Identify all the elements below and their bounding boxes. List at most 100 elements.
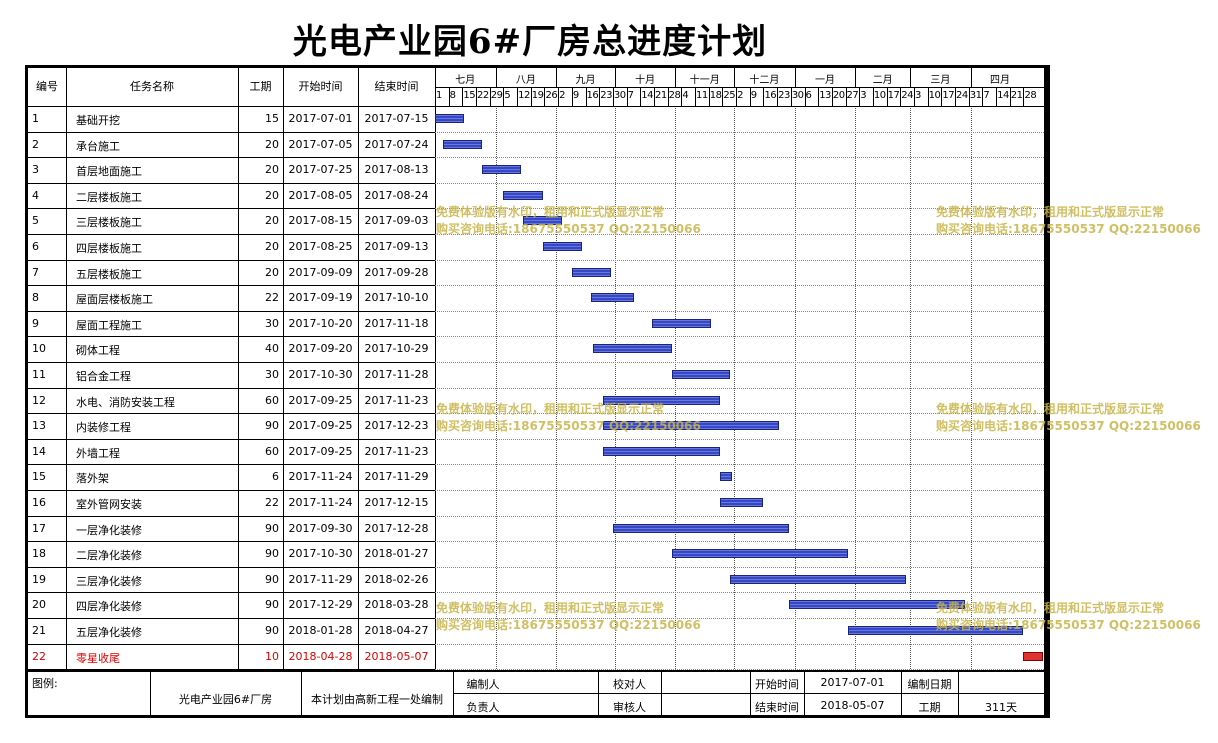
gantt-bar[interactable] (603, 421, 780, 431)
task-end: 2018-03-28 (364, 598, 429, 612)
table-row (28, 285, 1044, 311)
task-start: 2017-10-30 (288, 368, 353, 381)
day-divider (503, 87, 505, 106)
task-end: 2017-09-03 (364, 214, 429, 228)
footer-divider (750, 670, 751, 715)
gantt-bar[interactable] (503, 190, 543, 200)
task-id: 11 (32, 368, 46, 381)
task-start: 2017-09-30 (288, 521, 353, 535)
table-row (28, 336, 1044, 362)
row-divider (28, 515, 435, 517)
month-divider (556, 68, 558, 87)
watermark: 免费体验版有水印，租用和正式版显示正常 购买咨询电话:18675550537 QQ… (936, 204, 1201, 238)
gantt-bar[interactable] (522, 216, 563, 226)
table-row (28, 644, 1044, 670)
gantt-bar[interactable] (442, 139, 482, 149)
watermark-line1: 免费体验版有水印，租用和正式版显示正常 (936, 205, 1165, 219)
day-label: 19 (531, 90, 544, 101)
reviewer-label: 审核人 (613, 700, 646, 714)
task-name: 内装修工程 (76, 421, 131, 435)
footer-divider (453, 670, 454, 715)
row-grid-line (435, 490, 1044, 491)
day-divider (831, 87, 833, 106)
task-name: 三层楼板施工 (76, 216, 142, 230)
gantt-bar[interactable] (730, 574, 907, 584)
header-bottom-line (28, 106, 1044, 107)
gantt-bar[interactable] (603, 446, 721, 456)
header-name: 任务名称 (130, 80, 174, 93)
gantt-bar[interactable] (593, 344, 672, 354)
month-divider (495, 68, 497, 87)
task-duration: 22 (265, 496, 279, 509)
task-id: 15 (32, 470, 46, 484)
day-divider (982, 87, 984, 106)
gantt-bar[interactable] (788, 600, 965, 610)
watermark: 免费体验版有水印，租用和正式版显示正常 购买咨询电话:18675550537 QQ… (936, 401, 1201, 435)
task-end: 2017-07-24 (364, 137, 429, 151)
page-title: 光电产业园6#厂房总进度计划 (292, 22, 768, 62)
watermark-line2: 购买咨询电话:18675550537 QQ:22150066 (436, 618, 701, 632)
table-row (28, 362, 1044, 388)
gantt-bar[interactable] (720, 472, 733, 482)
checker-label: 校对人 (613, 678, 646, 692)
column-divider (358, 68, 359, 670)
row-grid-line (435, 285, 1044, 287)
footer-divider (901, 670, 902, 715)
gantt-bar[interactable] (720, 498, 764, 507)
task-duration: 20 (265, 214, 279, 228)
table-row (28, 132, 1044, 158)
day-divider (708, 87, 710, 106)
task-name: 四层净化装修 (76, 600, 142, 614)
day-label: 23 (778, 90, 790, 101)
day-label: 13 (819, 90, 831, 101)
column-divider (435, 68, 436, 670)
gantt-bar[interactable] (612, 523, 789, 533)
day-divider (872, 87, 874, 106)
month-divider (734, 68, 736, 87)
day-label: 2 (737, 90, 743, 101)
task-id: 13 (32, 419, 46, 433)
start-value: 2017-07-01 (820, 676, 885, 690)
gantt-bar[interactable] (1023, 651, 1044, 661)
watermark: 免费体验版有水印，租用和正式版显示正常 购买咨询电话:18675550537 QQ… (436, 401, 701, 435)
day-label: 7 (983, 90, 990, 101)
task-name: 外墙工程 (76, 446, 120, 460)
day-label: 4 (682, 90, 689, 101)
gantt-bar[interactable] (671, 370, 731, 379)
row-divider (28, 618, 435, 619)
gantt-bar[interactable] (571, 267, 611, 277)
task-start: 2017-09-25 (288, 393, 353, 407)
gantt-bar[interactable] (603, 395, 721, 405)
task-id: 6 (32, 240, 39, 253)
task-end: 2018-02-26 (364, 572, 429, 586)
row-divider (28, 669, 435, 671)
header-id: 编号 (36, 80, 58, 93)
gantt-bar[interactable] (481, 165, 521, 175)
gantt-bar[interactable] (671, 549, 848, 559)
table-row (28, 106, 1044, 132)
month-label: 十二月 (749, 75, 780, 86)
day-divider (626, 87, 628, 106)
day-label: 17 (887, 90, 900, 101)
task-duration: 20 (265, 163, 279, 177)
month-label: 九月 (575, 75, 596, 86)
day-label: 14 (997, 90, 1009, 101)
task-id: 4 (32, 188, 39, 202)
table-row (28, 541, 1044, 567)
day-divider (653, 87, 655, 106)
day-divider (599, 87, 601, 106)
gantt-bar[interactable] (591, 293, 635, 303)
gantt-bar[interactable] (652, 318, 711, 328)
gantt-bar[interactable] (435, 114, 465, 123)
month-label: 十一月 (689, 75, 720, 86)
gantt-bar[interactable] (847, 626, 1024, 635)
gantt-bar[interactable] (542, 242, 582, 251)
row-grid-line (435, 259, 1044, 261)
legend-label: 图例: (32, 677, 58, 691)
task-start: 2017-08-05 (288, 188, 353, 202)
column-divider (66, 68, 67, 670)
row-grid-line (435, 669, 1044, 671)
day-divider (544, 87, 546, 106)
task-start: 2018-04-28 (288, 649, 353, 663)
day-divider (640, 87, 642, 106)
